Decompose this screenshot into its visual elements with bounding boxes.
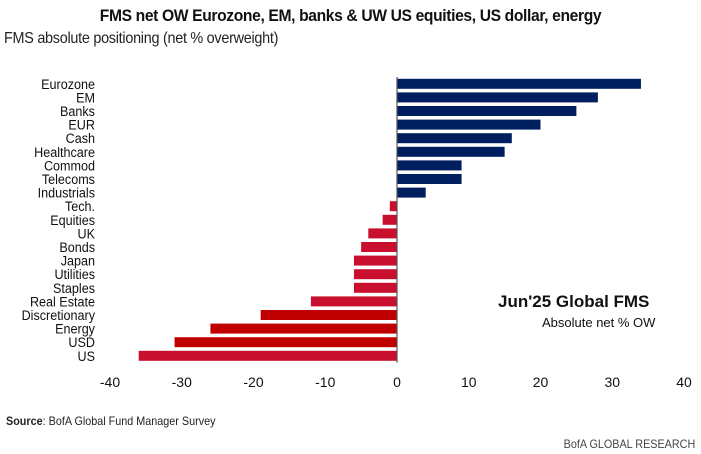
category-label: Real Estate [30, 294, 95, 310]
bar-us [138, 350, 397, 361]
bar-utilities [353, 269, 397, 280]
bar-healthcare [397, 146, 505, 157]
category-label: Telecoms [42, 171, 95, 187]
x-tick-label: 40 [676, 374, 692, 390]
bar-uk [368, 228, 397, 239]
x-tick-label: -40 [100, 374, 120, 390]
bar-commod [397, 160, 462, 171]
brand-footer: BofA GLOBAL RESEARCH [563, 437, 695, 451]
bar-eurozone [397, 78, 641, 89]
x-tick-label: -30 [172, 374, 192, 390]
category-label: Banks [60, 103, 95, 119]
category-label: Discretionary [22, 307, 96, 323]
category-label: EM [76, 90, 95, 106]
source-label: Source [6, 414, 43, 428]
x-tick-labels-group: -40 -30 -20 -10 0 10 20 30 40 [100, 374, 692, 390]
category-label: Cash [66, 131, 95, 147]
x-tick-label: 20 [533, 374, 549, 390]
x-tick-label: 10 [461, 374, 477, 390]
category-label: Energy [55, 321, 95, 337]
bar-cash [397, 133, 512, 144]
category-label: Japan [61, 253, 95, 269]
category-label: Healthcare [34, 144, 95, 160]
chart-subtitle: FMS absolute positioning (net % overweig… [4, 30, 279, 47]
source-text: : BofA Global Fund Manager Survey [42, 414, 216, 428]
source-note: Source: BofA Global Fund Manager Survey [6, 414, 216, 428]
x-tick-label: -20 [243, 374, 263, 390]
bar-staples [353, 282, 397, 293]
category-label: Industrials [38, 185, 96, 201]
chart-title: FMS net OW Eurozone, EM, banks & UW US e… [99, 6, 602, 25]
bars-group [138, 78, 641, 361]
category-label: EUR [68, 117, 95, 133]
category-label: Eurozone [41, 76, 95, 92]
bar-energy [210, 323, 397, 334]
bar-telecoms [397, 174, 462, 184]
bar-industrials [397, 187, 426, 198]
bar-usd [174, 337, 397, 348]
category-label: US [78, 348, 96, 364]
bar-discretionary [260, 310, 397, 320]
bar-eur [397, 119, 541, 130]
bar-banks [397, 106, 577, 116]
category-label: USD [68, 335, 95, 351]
x-tick-label: 0 [393, 374, 401, 390]
category-label: Bonds [59, 239, 95, 255]
category-label: Utilities [54, 267, 95, 283]
bar-bonds [361, 242, 397, 252]
bar-real-estate [310, 296, 397, 307]
bar-equities [382, 214, 397, 225]
category-label: Tech. [65, 199, 95, 215]
category-label: Staples [53, 280, 95, 296]
bar-tech [389, 201, 397, 212]
bar-japan [353, 255, 397, 266]
bar-em [397, 92, 598, 103]
x-tick-label: -10 [315, 374, 335, 390]
x-tick-label: 30 [604, 374, 620, 390]
category-label: Commod [44, 158, 95, 174]
annotation-title: Jun'25 Global FMS [498, 292, 649, 311]
category-label: Equities [50, 212, 95, 228]
category-labels-group: EurozoneEMBanksEURCashHealthcareCommodTe… [22, 76, 96, 364]
category-label: UK [78, 226, 96, 242]
annotation-subtitle: Absolute net % OW [542, 315, 656, 330]
